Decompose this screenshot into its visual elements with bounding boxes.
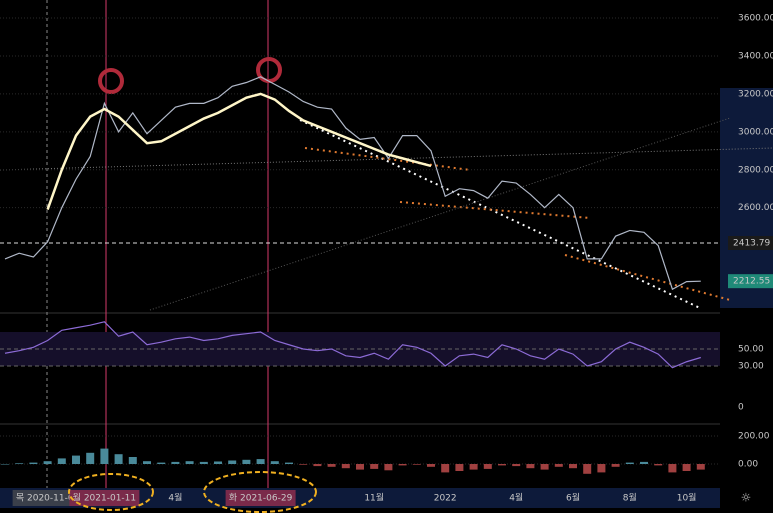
price-line: [4, 76, 701, 291]
y-tick-label: 50.00: [738, 345, 764, 355]
x-tick-label: 4월: [509, 492, 523, 504]
date-tag: [12, 490, 83, 506]
bar: [43, 461, 52, 464]
x-tick-label: 8월: [623, 492, 637, 504]
bar: [682, 464, 691, 471]
highlight-ellipse: [68, 473, 154, 511]
bar: [483, 464, 492, 469]
y-tick-label: 2600.00: [738, 203, 773, 213]
y-tick-label: 30.00: [738, 362, 764, 372]
x-tick-label: 4월: [168, 492, 182, 504]
bar: [327, 464, 336, 467]
x-tick-label: 2022: [434, 494, 457, 504]
last-price-label: 2212.55: [733, 277, 770, 287]
bar: [554, 464, 563, 467]
date-tag: [69, 490, 140, 506]
trendline: [304, 147, 471, 171]
y-tick-label: 3600.00: [738, 14, 773, 24]
bar: [356, 464, 364, 470]
bar: [242, 459, 251, 464]
bar: [270, 461, 279, 464]
x-tick-label: 11월: [364, 492, 384, 504]
bar: [384, 464, 393, 471]
x-tick-label: 월 2021-01-11: [73, 492, 136, 504]
x-tick-label: 화 2021-06-29: [229, 493, 293, 504]
bar: [640, 461, 648, 464]
bar: [427, 464, 435, 467]
y-tick-label: 2800.00: [738, 165, 773, 175]
peak-marker: [98, 68, 124, 94]
bar: [569, 464, 577, 469]
bar: [498, 464, 506, 466]
trendline: [399, 201, 591, 219]
bar: [86, 452, 95, 464]
bar: [668, 464, 677, 473]
bar: [299, 464, 308, 465]
last-price-tag: [728, 274, 773, 289]
x-tick-label: 6월: [566, 492, 580, 504]
bar: [696, 464, 705, 470]
bar: [654, 464, 663, 466]
bar: [526, 464, 535, 469]
bar: [512, 464, 521, 467]
bar: [15, 463, 24, 464]
bar: [29, 462, 38, 464]
bar: [370, 464, 379, 469]
price-line: [46, 92, 432, 211]
highlight-ellipse: [203, 471, 317, 513]
bar: [469, 464, 478, 470]
bar: [625, 462, 634, 464]
bar: [412, 464, 421, 465]
y-tick-label: 0.00: [738, 460, 758, 470]
date-tag: [225, 490, 296, 506]
bar: [185, 461, 194, 464]
settings-icon[interactable]: ☼: [741, 491, 752, 505]
bar: [597, 464, 606, 473]
y-tick-label: 200.00: [738, 432, 770, 442]
bar: [441, 464, 450, 473]
bar: [214, 461, 222, 464]
time-axis: [0, 488, 720, 508]
bar: [72, 455, 80, 464]
level-label: 2413.79: [733, 239, 770, 249]
bar: [171, 461, 180, 464]
bar: [540, 464, 549, 470]
bar: [228, 460, 237, 464]
bar: [455, 464, 464, 471]
bar: [57, 458, 66, 464]
level-tag: [728, 236, 773, 251]
y-tick-label: 3000.00: [738, 127, 773, 137]
x-tick-label: 10월: [677, 492, 697, 504]
axis-highlight: [720, 88, 773, 308]
trendline: [299, 119, 701, 309]
bar: [128, 457, 137, 464]
bar: [398, 464, 407, 466]
bar: [199, 461, 208, 464]
y-tick-label: 0: [738, 403, 744, 413]
bar: [583, 464, 592, 474]
bar: [341, 464, 350, 469]
bar: [611, 464, 620, 467]
bar: [1, 464, 9, 465]
rsi-line: [4, 321, 701, 369]
trendline: [564, 254, 731, 301]
bar: [143, 461, 151, 464]
bar: [100, 448, 109, 464]
bar: [285, 462, 293, 464]
bar: [256, 459, 265, 464]
x-tick-label: 목 2020-11-05: [16, 493, 79, 504]
y-tick-label: 3400.00: [738, 51, 773, 61]
bar: [313, 464, 322, 467]
y-tick-label: 3200.00: [738, 89, 773, 99]
bar: [157, 462, 166, 464]
bar: [114, 454, 123, 464]
